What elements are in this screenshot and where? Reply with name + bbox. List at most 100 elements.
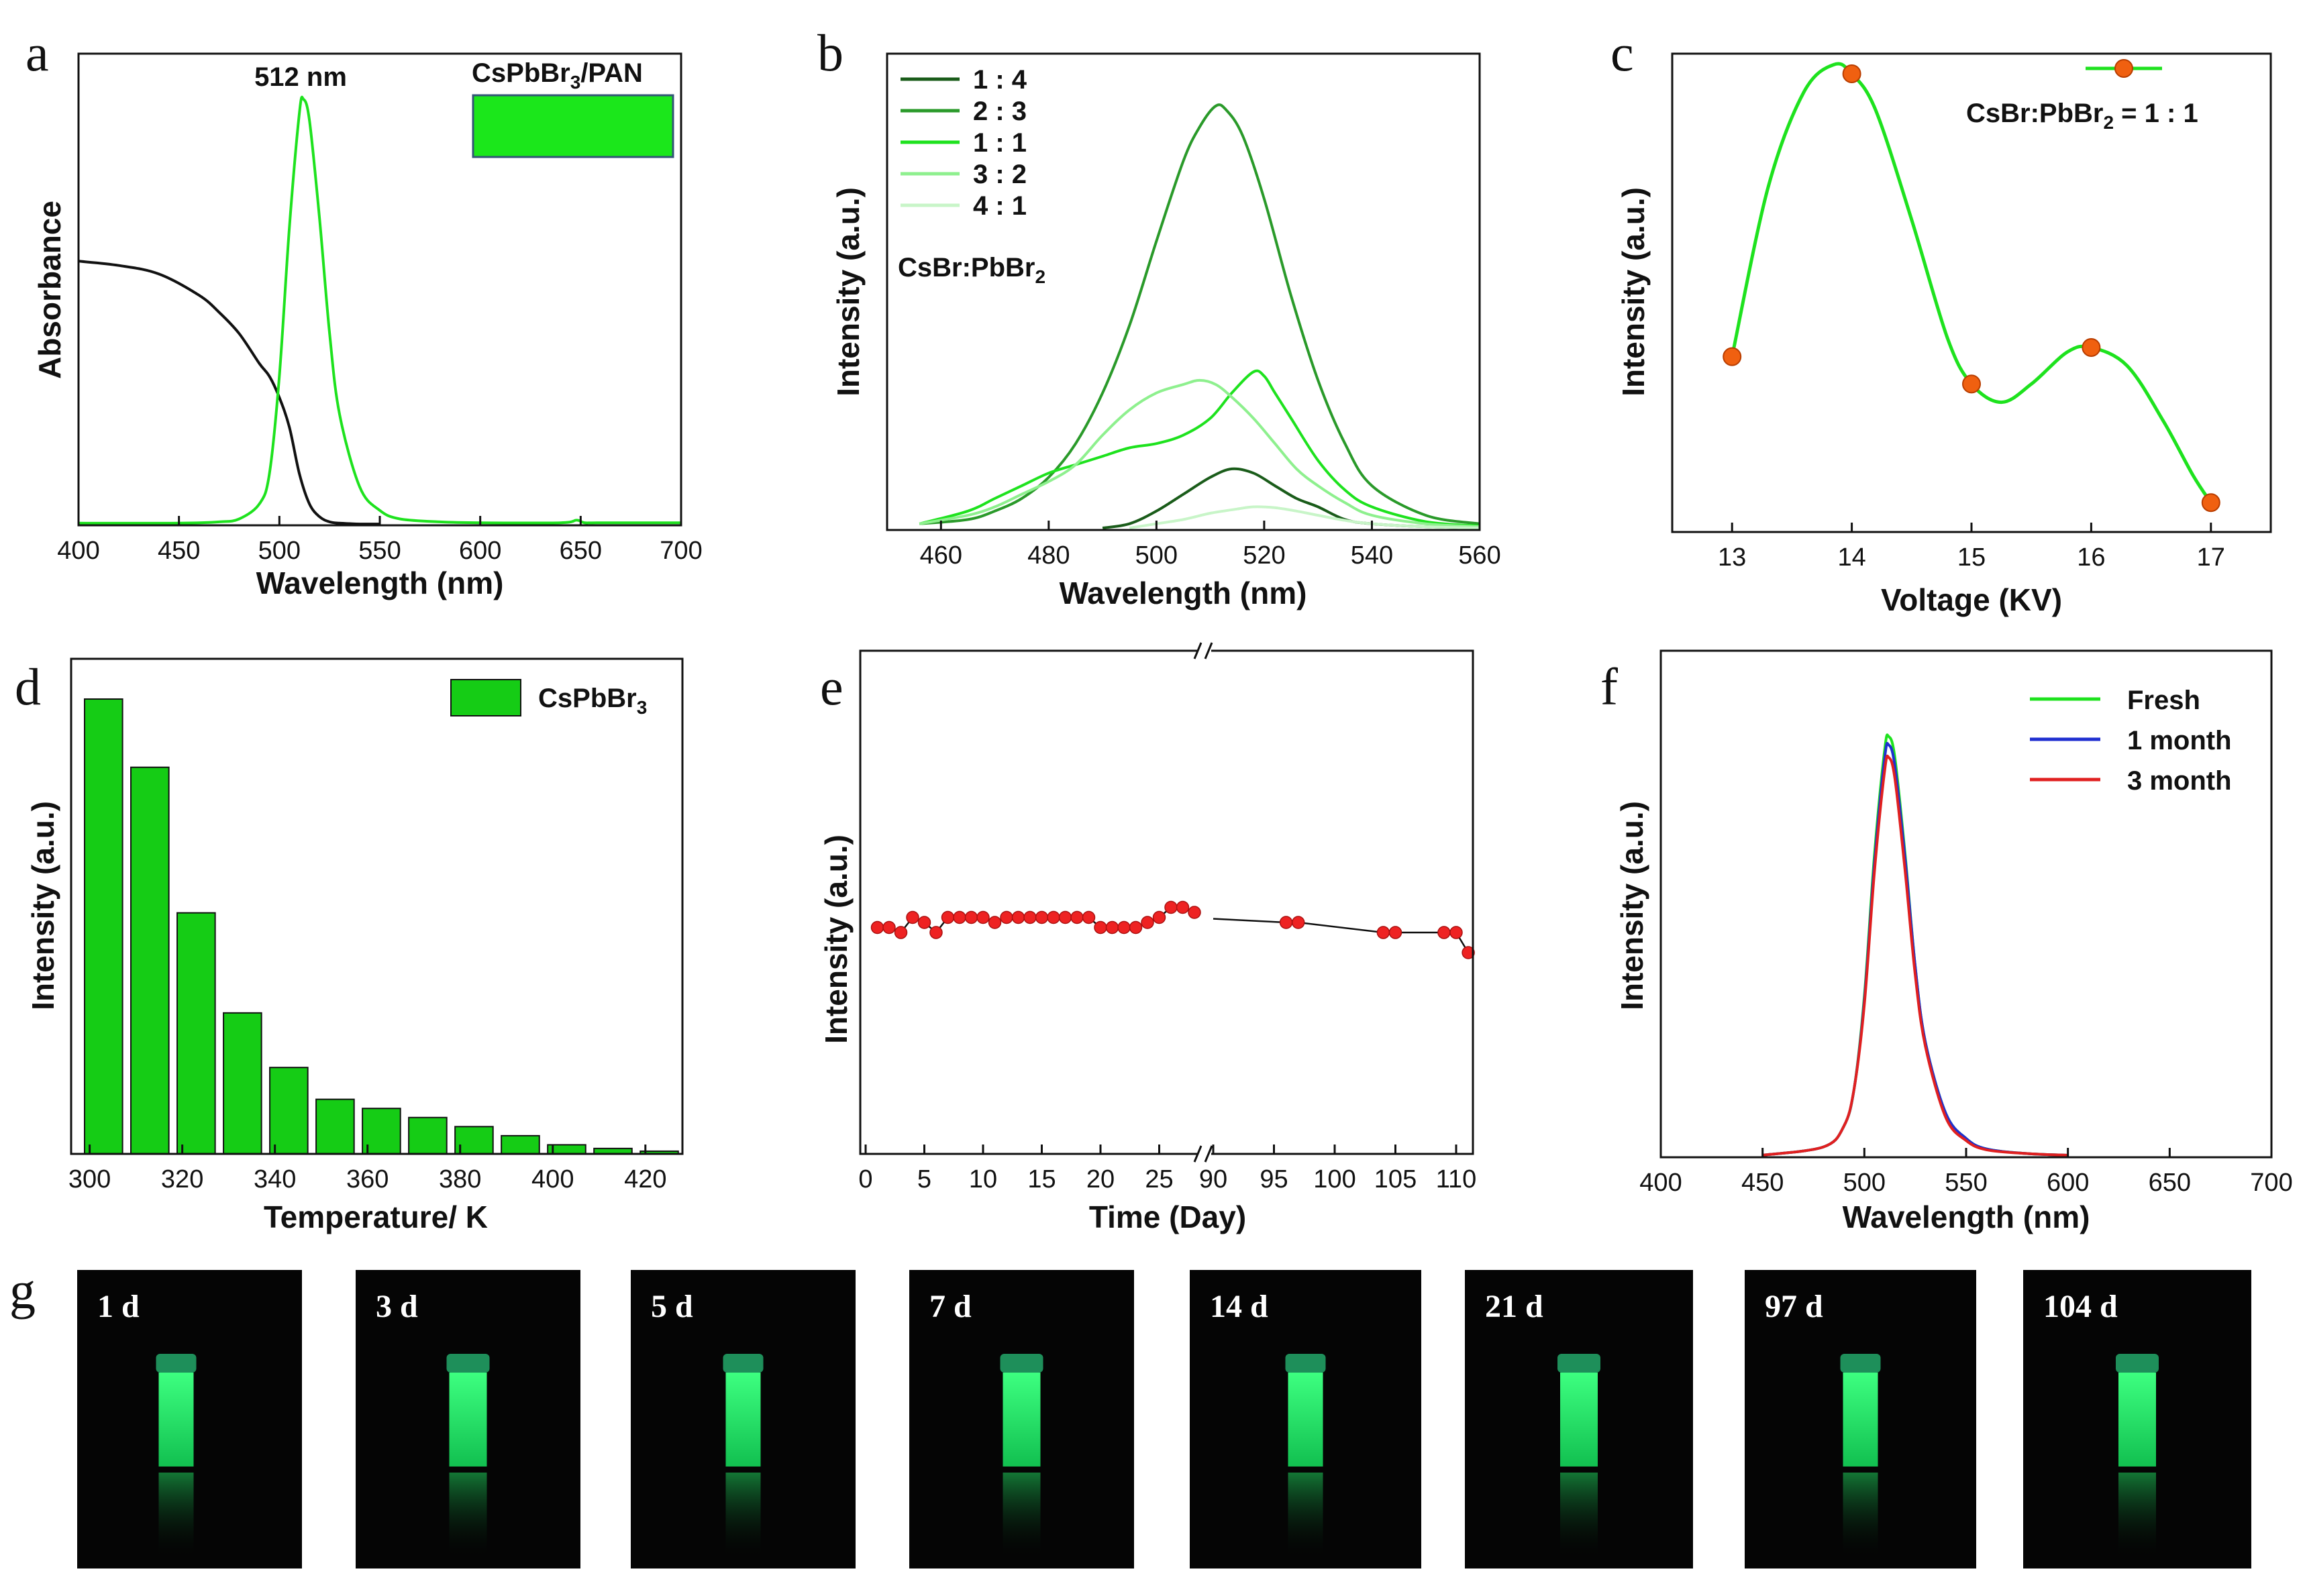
panel-f-xlabel: Wavelength (nm)	[1843, 1200, 2090, 1234]
panel-b-ylabel: Intensity (a.u.)	[831, 187, 866, 396]
panel-a-x-tick-label: 550	[358, 537, 401, 565]
panel-c-curve	[1730, 62, 2212, 504]
panel-e-data-point	[1462, 946, 1475, 959]
panel-d-bar	[130, 766, 170, 1155]
vial-reflection	[158, 1473, 194, 1560]
panel-b-x-tick-label: 540	[1351, 541, 1393, 570]
panel-a-plot	[78, 95, 681, 526]
panel-b-x-tick-label: 560	[1458, 541, 1500, 570]
vial-reflection	[449, 1473, 487, 1560]
panel-f-x-tick-label: 450	[1741, 1169, 1784, 1197]
panel-e-x-tick-label: 110	[1436, 1165, 1477, 1193]
panel-e-data-point	[953, 910, 966, 924]
panel-e-data-point	[894, 926, 908, 939]
vial-body	[449, 1373, 487, 1467]
panel-e-data-point	[1164, 900, 1178, 914]
panel-b-series-line	[919, 378, 1480, 529]
vial-cap	[2116, 1354, 2159, 1373]
panel-a-peak-annotation: 512 nm	[254, 62, 347, 92]
panel-b-legend: 1 : 42 : 31 : 13 : 24 : 1	[901, 65, 1027, 221]
vial-reflection	[2118, 1473, 2156, 1560]
vial-reflection	[1288, 1473, 1323, 1560]
panel-e-data-point	[1279, 916, 1293, 929]
axis-break-top-mark-2	[1204, 642, 1213, 659]
panel-e-data-point	[882, 920, 896, 935]
vial-photo-label: 104 d	[2043, 1289, 2118, 1324]
panel-e-data-point	[964, 910, 978, 924]
panel-f-ylabel: Intensity (a.u.)	[1615, 801, 1649, 1010]
panel-d-bar	[501, 1134, 540, 1155]
panel-d-ylabel: Intensity (a.u.)	[25, 801, 60, 1010]
panel-b-x-tick-label: 500	[1135, 541, 1178, 570]
vial-reflection	[1003, 1473, 1041, 1560]
vial-cap	[723, 1354, 764, 1373]
panel-a-absorbance-line	[78, 260, 380, 526]
panel-c-x-tick-label: 16	[2077, 543, 2105, 572]
vial-photo-label: 5 d	[651, 1289, 693, 1324]
vial-cap	[446, 1354, 490, 1373]
panel-a-inset-label: CsPbBr3/PAN	[472, 58, 643, 93]
panel-a-x-ticks: 400 450 500 550 600 650 700	[57, 516, 703, 565]
panel-e-xlabel: Time (Day)	[1089, 1200, 1246, 1234]
panel-f-x-tick-label: 550	[1945, 1169, 1987, 1197]
panel-e-frame	[859, 649, 1474, 1155]
panel-e-x-tick-label: 15	[1027, 1165, 1056, 1193]
panel-a-x-tick-label: 500	[258, 537, 301, 565]
panel-e-data-point	[1105, 920, 1119, 935]
panel-f-x-tick-label: 600	[2047, 1169, 2089, 1197]
panel-d-bar	[223, 1012, 262, 1155]
panel-e-data-point	[1152, 910, 1166, 924]
panel-f-x-tick-label: 700	[2250, 1169, 2292, 1197]
panel-a-xlabel: Wavelength (nm)	[256, 566, 504, 600]
panel-d: d 300 320 340 360 380 400 420 Temperature/ K I…	[15, 657, 684, 1234]
panel-e-data-point	[1035, 910, 1049, 924]
panel-e-x-tick-label: 100	[1313, 1165, 1355, 1193]
panel-label-a: a	[25, 23, 49, 82]
vial-body	[725, 1373, 761, 1467]
panel-e-data-point	[1376, 926, 1390, 939]
panel-d-legend-label: CsPbBr3	[538, 684, 647, 718]
panel-e-data-point	[929, 926, 943, 939]
vial-cap	[1557, 1354, 1600, 1373]
panel-a-ylabel: Absorbance	[32, 201, 67, 379]
vial-body	[1288, 1373, 1323, 1467]
panel-g-photos: 1 d 3 d 5 d 7 d 14 d 21 d 97 d 104 d	[77, 1270, 2251, 1568]
panel-e: e 0 5 10 15 20 25 90 95 100 105 110 Time (Day) Int…	[819, 642, 1476, 1234]
panel-e-x-ticks: 0 5 10 15 20 25 90 95 100 105 110	[858, 1145, 1476, 1193]
panel-e-data-point	[1023, 910, 1037, 924]
panel-e-data-point	[1437, 926, 1451, 939]
panel-b-series-line	[1102, 467, 1480, 529]
panel-a-x-tick-label: 600	[459, 537, 501, 565]
axis-break-bottom-mark-2	[1204, 1145, 1213, 1163]
panel-e-data-point	[1188, 906, 1201, 919]
vial-reflection	[1843, 1473, 1878, 1560]
vial-photo: 14 d	[1190, 1270, 1421, 1568]
vial-photo: 1 d	[77, 1270, 302, 1568]
vial-body	[158, 1373, 194, 1467]
panel-e-data-point	[1129, 920, 1143, 935]
panel-e-x-tick-label: 105	[1374, 1165, 1417, 1193]
panel-d-bar	[362, 1108, 401, 1155]
vial-body	[2118, 1373, 2156, 1467]
panel-d-x-tick-label: 340	[254, 1165, 296, 1193]
vial-photo-label: 7 d	[929, 1289, 972, 1324]
panel-c: c 13 14 15 16 17 Voltage (KV) Intensity (a.u…	[1610, 23, 2272, 617]
vial-body	[1560, 1373, 1598, 1467]
panel-d-bar	[408, 1116, 448, 1155]
panel-c-x-tick-label: 17	[2197, 543, 2225, 572]
panel-f-legend-label: 3 month	[2127, 766, 2232, 796]
panel-b-legend-label: 4 : 1	[973, 191, 1027, 221]
panel-d-bar	[176, 912, 216, 1155]
panel-label-b: b	[817, 23, 843, 82]
panel-f-x-tick-label: 500	[1843, 1169, 1886, 1197]
panel-e-x-tick-label: 90	[1199, 1165, 1227, 1193]
panel-d-x-tick-label: 300	[68, 1165, 111, 1193]
panel-a-x-tick-label: 450	[158, 537, 200, 565]
panel-e-data-point	[1291, 916, 1305, 929]
panel-b-series-line	[919, 369, 1480, 527]
panel-d-frame	[70, 657, 684, 1155]
panel-b-x-ticks: 460 480 500 520 540 560	[920, 521, 1501, 570]
panel-b-x-tick-label: 480	[1027, 541, 1070, 570]
panel-c-data-point	[1723, 347, 1742, 366]
